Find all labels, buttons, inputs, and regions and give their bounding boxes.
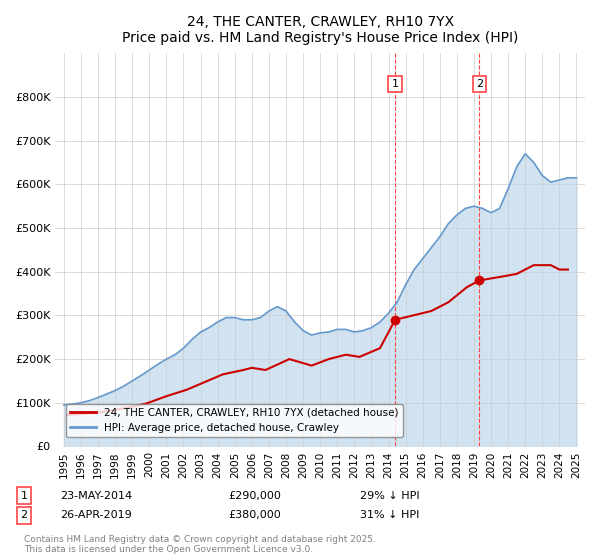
Text: 1: 1 [392, 79, 398, 89]
Text: Contains HM Land Registry data © Crown copyright and database right 2025.
This d: Contains HM Land Registry data © Crown c… [24, 535, 376, 554]
Legend: 24, THE CANTER, CRAWLEY, RH10 7YX (detached house), HPI: Average price, detached: 24, THE CANTER, CRAWLEY, RH10 7YX (detac… [66, 404, 403, 437]
Text: 31% ↓ HPI: 31% ↓ HPI [360, 510, 419, 520]
Text: 23-MAY-2014: 23-MAY-2014 [60, 491, 132, 501]
Text: 26-APR-2019: 26-APR-2019 [60, 510, 132, 520]
Title: 24, THE CANTER, CRAWLEY, RH10 7YX
Price paid vs. HM Land Registry's House Price : 24, THE CANTER, CRAWLEY, RH10 7YX Price … [122, 15, 518, 45]
Text: 2: 2 [20, 510, 28, 520]
Text: £290,000: £290,000 [228, 491, 281, 501]
Text: 1: 1 [20, 491, 28, 501]
Text: 29% ↓ HPI: 29% ↓ HPI [360, 491, 419, 501]
Text: 2: 2 [476, 79, 483, 89]
Text: £380,000: £380,000 [228, 510, 281, 520]
